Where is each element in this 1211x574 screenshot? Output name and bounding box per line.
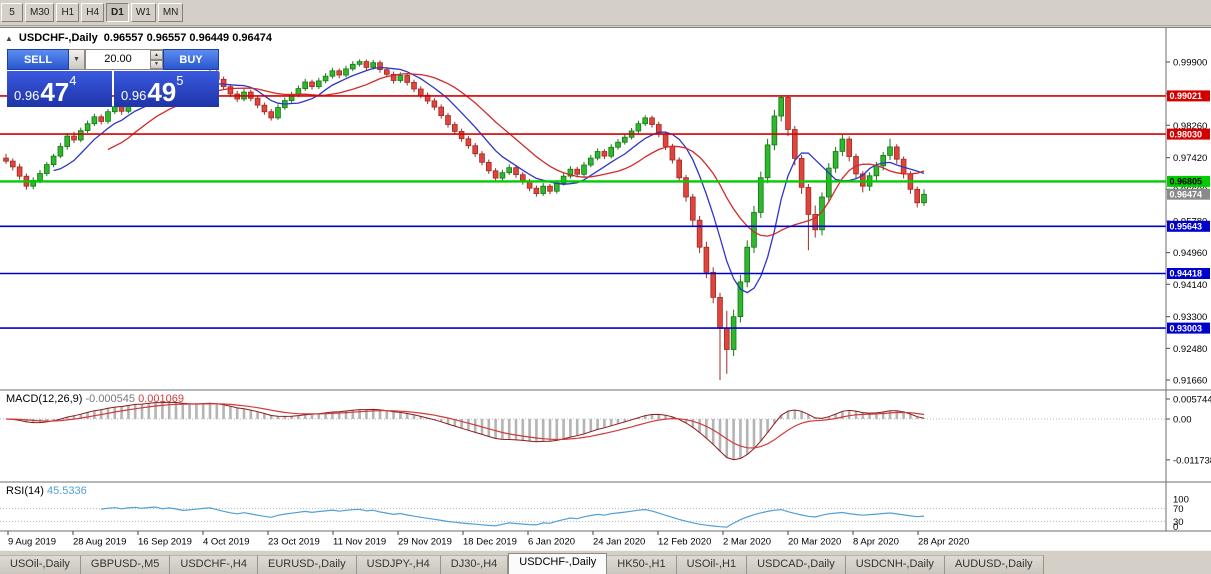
sell-price-big-digits: 47: [40, 77, 70, 107]
timeframe-button-mn[interactable]: MN: [157, 3, 184, 22]
macd-signal-line: [5, 403, 925, 449]
timeframe-button-5[interactable]: 5: [1, 3, 23, 22]
chart-tab-usdjpy-h4-4[interactable]: USDJPY-,H4: [356, 555, 441, 574]
date-axis-label: 8 Apr 2020: [853, 537, 899, 548]
chart-tab-dj30-h4-5[interactable]: DJ30-,H4: [440, 555, 509, 574]
price-tag-0.95643[interactable]: 0.95643: [1167, 220, 1210, 232]
price-tag-0.99021[interactable]: 0.99021: [1167, 90, 1210, 102]
price-axis-label: 0.91660: [1173, 375, 1207, 386]
rsi-axis-label: 70: [1173, 504, 1184, 515]
price-axis-label: 0.94960: [1173, 248, 1207, 259]
sell-price-prefix: 0.96: [14, 88, 40, 103]
moving-average-line-16: [107, 73, 925, 237]
one-click-trading-panel: SELL ▼ 20.00 ▲ ▼ BUY 0.96 47 4 0.96 49: [7, 49, 221, 107]
date-axis-label: 16 Sep 2019: [138, 537, 192, 548]
timeframe-button-h1[interactable]: H1: [56, 3, 80, 22]
volume-spinner: ▲ ▼: [150, 50, 163, 69]
chart-tab-gbpusd-m5-1[interactable]: GBPUSD-,M5: [80, 555, 171, 574]
chart-tab-usoil-h1-8[interactable]: USOil-,H1: [676, 555, 748, 574]
macd-main-line: [5, 401, 925, 461]
date-axis-label: 28 Apr 2020: [918, 537, 969, 548]
rsi-axis-label: 100: [1173, 495, 1189, 506]
rsi-axis-label: 0: [1173, 522, 1178, 533]
buy-price-display[interactable]: 0.96 49 5: [114, 71, 219, 107]
price-chart-canvas[interactable]: 0.999000.990800.982600.974200.966000.957…: [0, 28, 1211, 550]
timeframe-button-m30[interactable]: M30: [25, 3, 55, 22]
chart-background: [0, 28, 1211, 550]
price-tag-0.94418[interactable]: 0.94418: [1167, 268, 1210, 279]
price-axis-label: 0.97420: [1173, 153, 1207, 164]
date-axis-label: 29 Nov 2019: [398, 537, 452, 548]
svg-text:0.96474: 0.96474: [1170, 189, 1203, 199]
date-axis-label: 23 Oct 2019: [268, 537, 320, 548]
chart-tab-usdchf-h4-2[interactable]: USDCHF-,H4: [170, 555, 258, 574]
date-axis-label: 24 Jan 2020: [593, 537, 645, 548]
rsi-axis-label: 30: [1173, 517, 1184, 528]
volume-input[interactable]: 20.00 ▲ ▼: [85, 49, 163, 70]
volume-value[interactable]: 20.00: [104, 53, 132, 65]
chart-tab-audusd-daily-11[interactable]: AUDUSD-,Daily: [944, 555, 1044, 574]
buy-price-prefix: 0.96: [121, 88, 147, 103]
price-tag-0.96474[interactable]: 0.96474: [1167, 188, 1210, 200]
date-axis-label: 2 Mar 2020: [723, 537, 771, 548]
date-axis-label: 18 Dec 2019: [463, 537, 517, 548]
svg-text:0.93003: 0.93003: [1170, 323, 1203, 333]
date-axis[interactable]: 9 Aug 2019 28 Aug 2019 16 Sep 2019 4 Oct 20…: [7, 531, 969, 548]
price-axis-label: 0.94140: [1173, 280, 1207, 291]
macd-indicator-label: MACD(12,26,9) -0.000545 0.001069: [6, 393, 184, 405]
date-axis-label: 11 Nov 2019: [333, 537, 386, 548]
svg-text:0.98030: 0.98030: [1170, 129, 1203, 139]
spinner-up-icon[interactable]: ▲: [150, 50, 163, 60]
buy-price-pip-digit: 5: [176, 73, 184, 88]
sell-button[interactable]: SELL: [7, 49, 69, 70]
chart-tab-hk50-h1-7[interactable]: HK50-,H1: [607, 555, 677, 574]
buy-price-big-digits: 49: [147, 77, 177, 107]
price-tag-0.96805[interactable]: 0.96805: [1167, 175, 1210, 187]
svg-text:0.94418: 0.94418: [1170, 269, 1203, 279]
price-axis-label: 0.92480: [1173, 344, 1207, 355]
date-axis-label: 20 Mar 2020: [788, 537, 841, 548]
price-tag-0.93003[interactable]: 0.93003: [1167, 322, 1210, 334]
chart-tab-usdchf-daily-6[interactable]: USDCHF-,Daily: [508, 553, 608, 574]
svg-text:0.95643: 0.95643: [1170, 222, 1203, 232]
collapse-panel-icon[interactable]: ▲: [5, 33, 13, 43]
rsi-line: [101, 506, 925, 528]
chart-tab-usoil-daily-0[interactable]: USOil-,Daily: [0, 555, 81, 574]
timeframe-button-d1[interactable]: D1: [106, 3, 129, 22]
timeframe-toolbar: 5 M30 H1 H4 D1 W1 MN: [0, 0, 1211, 26]
buy-button[interactable]: BUY: [163, 49, 219, 70]
rsi-indicator-label: RSI(14) 45.5336: [6, 485, 87, 497]
price-axis-label: 0.98260: [1173, 121, 1207, 132]
timeframe-button-h4[interactable]: H4: [81, 3, 105, 22]
price-axis-label: 0.99900: [1173, 57, 1207, 68]
macd-axis-label: -0.011738: [1173, 455, 1211, 466]
chevron-down-icon: ▼: [73, 56, 80, 63]
svg-text:0.96805: 0.96805: [1170, 177, 1203, 187]
date-axis-label: 6 Jan 2020: [528, 537, 575, 548]
chart-tabs-bar: USOil-,Daily GBPUSD-,M5 USDCHF-,H4 EURUSD-,…: [0, 550, 1211, 574]
chart-tab-usdcad-daily-9[interactable]: USDCAD-,Daily: [747, 555, 846, 574]
macd-axis-label: 0.00: [1173, 415, 1192, 426]
price-tag-0.98030[interactable]: 0.98030: [1167, 128, 1210, 140]
date-axis-label: 9 Aug 2019: [8, 537, 56, 548]
sell-price-display[interactable]: 0.96 47 4: [7, 71, 112, 107]
spinner-down-icon[interactable]: ▼: [150, 59, 163, 69]
date-axis-label: 4 Oct 2019: [203, 537, 249, 548]
price-axis-label: 0.93300: [1173, 312, 1207, 323]
volume-preset-dropdown[interactable]: ▼: [69, 49, 85, 70]
date-axis-label: 28 Aug 2019: [73, 537, 126, 548]
chart-tab-usdcnh-daily-10[interactable]: USDCNH-,Daily: [845, 555, 945, 574]
sell-price-pip-digit: 4: [69, 73, 77, 88]
chart-tab-eurusd-daily-3[interactable]: EURUSD-,Daily: [258, 555, 357, 574]
timeframe-button-w1[interactable]: W1: [130, 3, 156, 22]
svg-text:0.99021: 0.99021: [1170, 91, 1203, 101]
date-axis-label: 12 Feb 2020: [658, 537, 711, 548]
chart-window[interactable]: 0.999000.990800.982600.974200.966000.957…: [0, 27, 1211, 550]
macd-axis-label: 0.005744: [1173, 394, 1211, 405]
